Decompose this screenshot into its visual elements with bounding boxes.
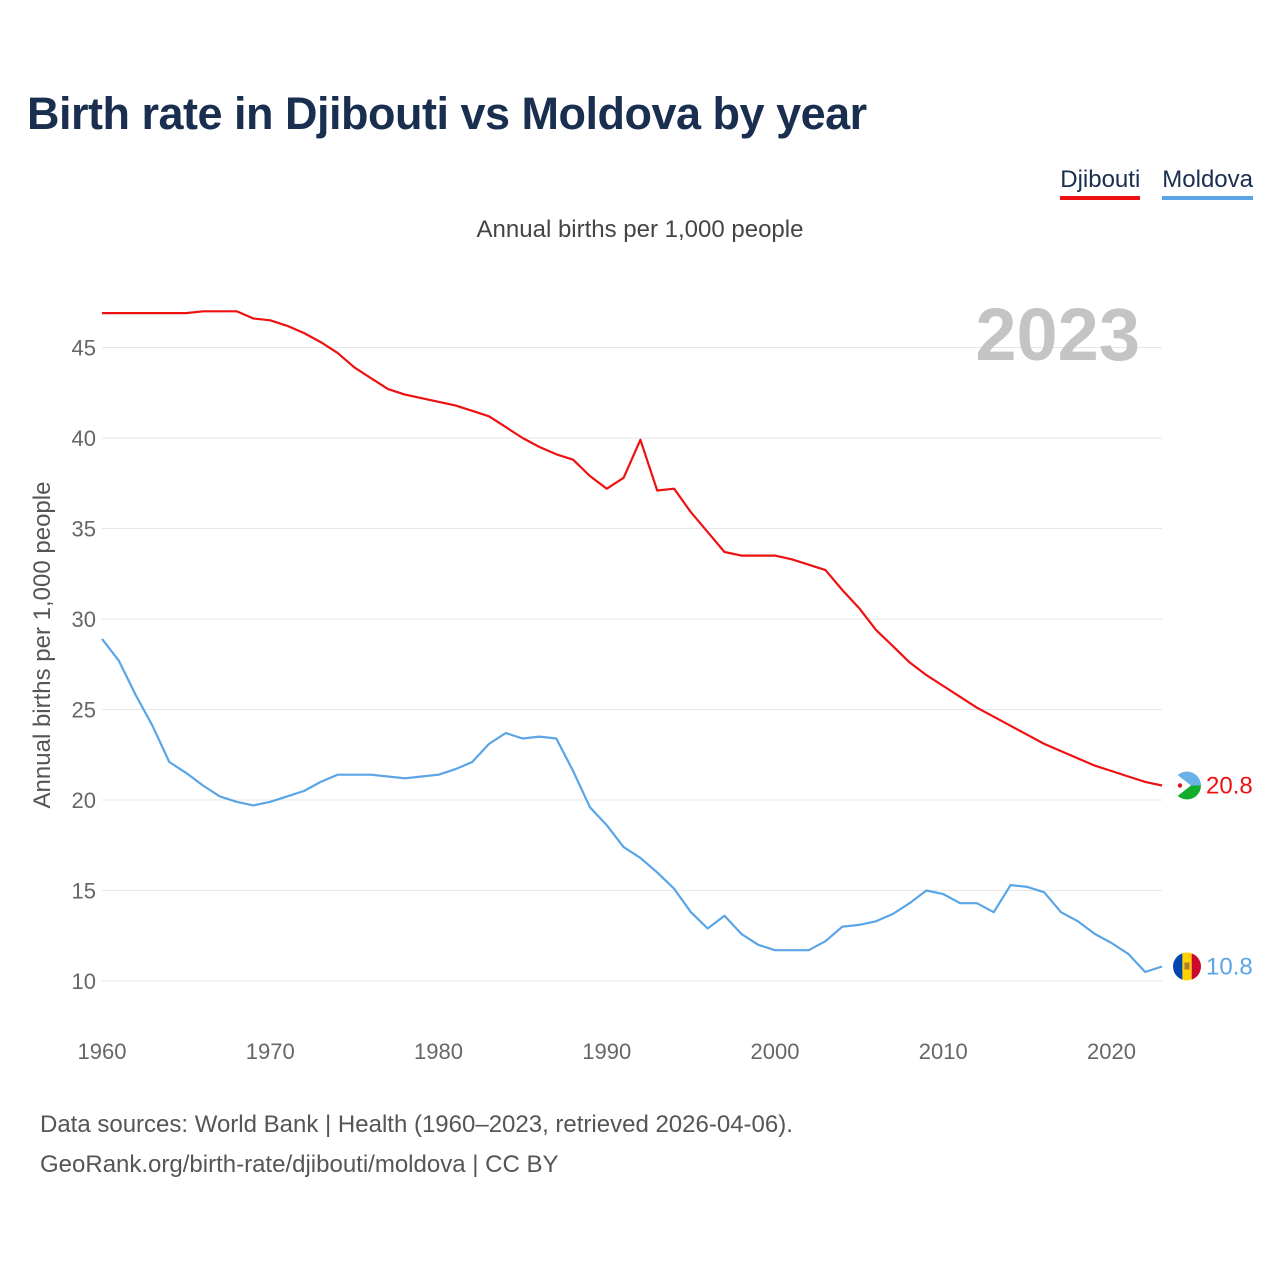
y-tick-label: 35: [72, 517, 96, 542]
y-tick-label: 40: [72, 426, 96, 451]
y-tick-label: 45: [72, 336, 96, 361]
x-tick-label: 2000: [751, 1039, 800, 1064]
moldova-flag-icon: [1173, 952, 1201, 981]
x-tick-label: 1990: [582, 1039, 631, 1064]
djibouti-flag-icon: [1173, 771, 1201, 800]
y-tick-label: 30: [72, 607, 96, 632]
legend: Djibouti Moldova: [1060, 166, 1253, 200]
x-tick-label: 2010: [919, 1039, 968, 1064]
x-tick-label: 1960: [78, 1039, 127, 1064]
x-tick-label: 1970: [246, 1039, 295, 1064]
y-axis: 10 15 20 25 30 35 40 45: [72, 336, 96, 995]
footer-sources: Data sources: World Bank | Health (1960–…: [40, 1111, 793, 1138]
line-chart: 2023 10 15 20 25 30 35 40 45 1960 1970 1980 1990 20…: [29, 293, 1253, 1064]
y-tick-label: 20: [72, 788, 96, 813]
x-axis: 1960 1970 1980 1990 2000 2010 2020: [78, 1039, 1136, 1064]
legend-item-djibouti[interactable]: Djibouti: [1060, 166, 1141, 200]
end-label-djibouti: 20.8: [1206, 773, 1253, 800]
series-line-moldova: [101, 638, 1163, 974]
y-axis-label: Annual births per 1,000 people: [29, 482, 56, 809]
footer-link[interactable]: GeoRank.org/birth-rate/djibouti/moldova …: [40, 1151, 559, 1178]
series-line-djibouti: [102, 310, 1163, 787]
chart-subtitle: Annual births per 1,000 people: [476, 216, 804, 243]
end-label-moldova: 10.8: [1206, 954, 1253, 981]
year-label: 2023: [975, 293, 1140, 376]
end-labels: 20.8 10.8: [1206, 773, 1253, 981]
x-tick-label: 2020: [1087, 1039, 1136, 1064]
x-tick-label: 1980: [414, 1039, 463, 1064]
legend-item-moldova[interactable]: Moldova: [1162, 166, 1253, 200]
chart-title: Birth rate in Djibouti vs Moldova by yea…: [27, 88, 867, 139]
end-markers: [1173, 771, 1201, 981]
y-tick-label: 25: [72, 698, 96, 723]
y-tick-label: 15: [72, 879, 96, 904]
grid: [102, 347, 1162, 982]
y-tick-label: 10: [72, 969, 96, 994]
footer: Data sources: World Bank | Health (1960–…: [40, 1105, 793, 1185]
series-group: [101, 310, 1163, 974]
